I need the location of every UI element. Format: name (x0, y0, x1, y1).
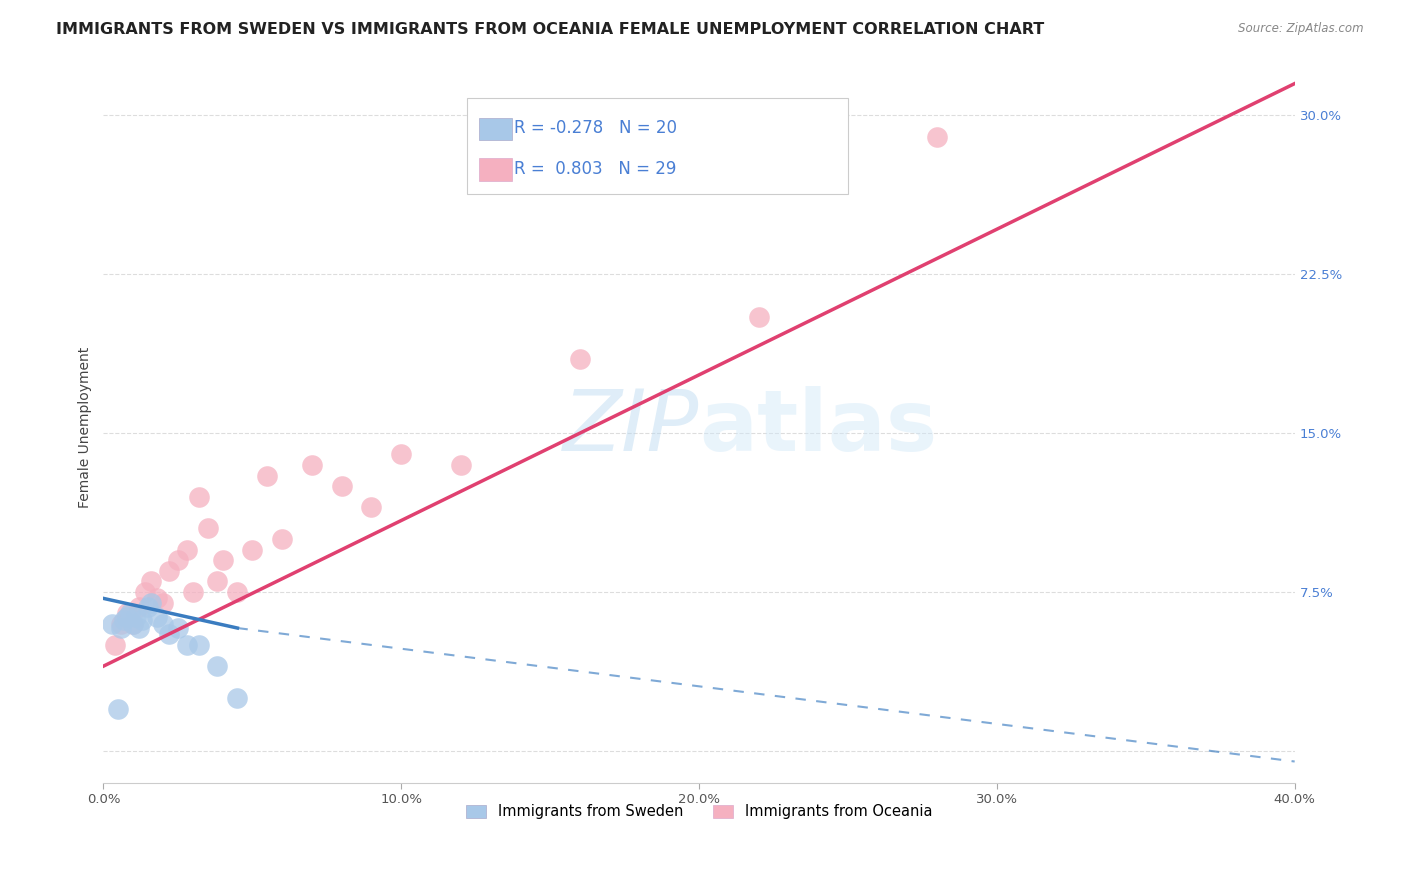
Text: R =  0.803   N = 29: R = 0.803 N = 29 (515, 160, 676, 178)
FancyBboxPatch shape (478, 118, 512, 140)
Point (146, 610, 169, 624)
Text: ZIP: ZIP (562, 386, 699, 469)
Point (187, 638, 209, 652)
Point (256, 468, 278, 483)
Point (139, 596, 162, 610)
Point (166, 553, 188, 567)
Point (122, 616, 145, 631)
Point (125, 610, 148, 624)
Point (226, 690, 249, 705)
Point (226, 585, 249, 599)
Point (122, 616, 145, 631)
Point (927, 129, 949, 144)
Point (748, 310, 770, 324)
Point (139, 574, 162, 589)
Point (450, 458, 472, 472)
Point (301, 458, 323, 472)
Y-axis label: Female Unemployment: Female Unemployment (79, 347, 93, 508)
Text: Source: ZipAtlas.com: Source: ZipAtlas.com (1239, 22, 1364, 36)
Point (157, 564, 180, 578)
Point (205, 574, 228, 589)
Point (128, 621, 150, 635)
Point (134, 585, 156, 599)
Point (136, 599, 159, 614)
Point (360, 500, 382, 515)
Point (187, 490, 209, 504)
Point (152, 616, 174, 631)
Point (110, 616, 132, 631)
Text: atlas: atlas (699, 386, 938, 469)
Point (389, 447, 412, 461)
Point (107, 701, 129, 715)
Point (131, 613, 153, 627)
Point (211, 553, 233, 567)
Point (157, 627, 180, 641)
Point (146, 591, 169, 606)
Legend: Immigrants from Sweden, Immigrants from Oceania: Immigrants from Sweden, Immigrants from … (460, 798, 938, 825)
Point (115, 610, 138, 624)
Text: R = -0.278   N = 20: R = -0.278 N = 20 (515, 120, 678, 137)
Point (197, 521, 219, 535)
Point (104, 638, 127, 652)
Point (205, 659, 228, 673)
Point (128, 599, 150, 614)
Point (166, 621, 188, 635)
Point (120, 606, 142, 620)
Point (115, 606, 138, 620)
Point (112, 613, 135, 627)
Point (330, 479, 353, 493)
Point (240, 542, 263, 557)
Point (110, 621, 132, 635)
Point (101, 616, 124, 631)
Point (181, 585, 204, 599)
Point (152, 596, 174, 610)
Point (271, 532, 294, 546)
FancyBboxPatch shape (478, 158, 512, 181)
FancyBboxPatch shape (467, 98, 848, 194)
Point (176, 542, 198, 557)
Point (568, 351, 591, 366)
Text: IMMIGRANTS FROM SWEDEN VS IMMIGRANTS FROM OCEANIA FEMALE UNEMPLOYMENT CORRELATIO: IMMIGRANTS FROM SWEDEN VS IMMIGRANTS FRO… (56, 22, 1045, 37)
Point (176, 638, 198, 652)
